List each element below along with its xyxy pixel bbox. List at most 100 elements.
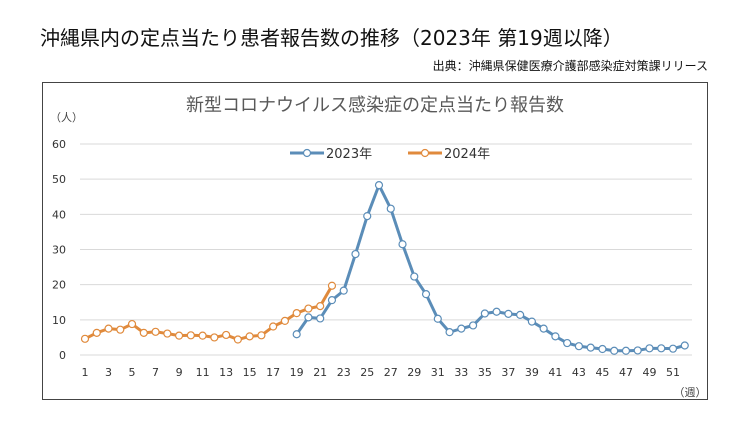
data-point xyxy=(657,344,666,353)
legend-marker xyxy=(420,148,430,158)
x-tick-label: 13 xyxy=(219,366,233,379)
data-point xyxy=(433,314,442,323)
x-tick-label: 31 xyxy=(431,366,445,379)
data-point xyxy=(304,313,313,322)
data-point xyxy=(316,302,325,311)
data-point xyxy=(104,324,113,333)
x-tick-label: 5 xyxy=(129,366,136,379)
data-point xyxy=(269,322,278,331)
data-point xyxy=(327,281,337,290)
series-line xyxy=(84,284,334,342)
x-tick-label: 11 xyxy=(196,366,210,379)
x-axis-label: （週） xyxy=(674,386,707,399)
data-point xyxy=(80,334,90,343)
x-tick-label: 3 xyxy=(105,366,112,379)
data-point xyxy=(598,344,607,354)
y-tick-label: 20 xyxy=(52,279,66,292)
data-point xyxy=(610,346,619,355)
data-point xyxy=(457,324,466,333)
x-tick-label: 17 xyxy=(266,366,280,379)
data-point xyxy=(445,328,454,337)
y-axis-label: （人） xyxy=(50,111,83,124)
legend-label: 2024年 xyxy=(444,147,490,162)
y-tick-label: 50 xyxy=(52,173,66,186)
x-tick-label: 9 xyxy=(176,366,183,379)
data-point xyxy=(210,333,219,342)
y-tick-label: 30 xyxy=(52,244,66,257)
data-point xyxy=(398,240,407,249)
data-point xyxy=(151,327,160,336)
data-point xyxy=(586,343,595,352)
data-point xyxy=(304,304,313,313)
chart-title: 新型コロナウイルス感染症の定点当たり報告数 xyxy=(186,95,564,116)
data-point xyxy=(621,346,631,355)
data-point xyxy=(633,346,642,355)
series-line xyxy=(295,183,686,353)
x-tick-label: 23 xyxy=(337,366,351,379)
y-tick-label: 60 xyxy=(52,138,66,151)
data-point xyxy=(551,332,560,341)
data-point xyxy=(421,290,431,299)
y-tick-label: 10 xyxy=(52,314,66,327)
x-tick-label: 7 xyxy=(152,366,159,379)
data-point xyxy=(92,328,101,337)
x-tick-label: 35 xyxy=(478,366,492,379)
source-note: 出典：沖縄県保健医療介護部感染症対策課リリース xyxy=(432,59,708,73)
data-point xyxy=(374,181,384,190)
data-point xyxy=(245,332,254,341)
x-tick-label: 49 xyxy=(642,366,656,379)
data-point xyxy=(363,211,372,221)
data-point xyxy=(139,328,148,337)
x-tick-label: 45 xyxy=(595,366,609,379)
y-tick-label: 40 xyxy=(52,208,66,221)
x-tick-label: 27 xyxy=(384,366,398,379)
x-tick-label: 19 xyxy=(290,366,304,379)
data-point xyxy=(222,330,231,340)
y-tick-label: 0 xyxy=(59,349,66,362)
chart-frame xyxy=(42,82,708,400)
x-tick-label: 15 xyxy=(243,366,257,379)
x-tick-label: 51 xyxy=(666,366,680,379)
data-point xyxy=(668,344,678,353)
data-point xyxy=(257,331,266,340)
data-point xyxy=(563,338,572,348)
data-point xyxy=(480,309,489,318)
data-point xyxy=(527,317,536,326)
data-point xyxy=(174,331,184,340)
data-point xyxy=(198,331,207,340)
data-point xyxy=(163,329,172,338)
legend-label: 2023年 xyxy=(326,147,372,162)
data-point xyxy=(574,342,584,351)
x-tick-label: 41 xyxy=(548,366,562,379)
data-point xyxy=(516,310,525,320)
x-tick-label: 33 xyxy=(454,366,468,379)
data-point xyxy=(339,286,348,295)
x-tick-label: 25 xyxy=(360,366,374,379)
data-point xyxy=(680,341,689,350)
x-tick-label: 43 xyxy=(572,366,586,379)
data-point xyxy=(233,335,242,344)
data-point xyxy=(292,309,301,318)
data-point xyxy=(186,331,195,340)
legend-marker xyxy=(302,148,312,158)
x-tick-label: 39 xyxy=(525,366,539,379)
data-point xyxy=(292,330,301,339)
data-point xyxy=(327,296,337,305)
x-tick-label: 37 xyxy=(501,366,515,379)
data-point xyxy=(645,344,654,353)
data-point xyxy=(504,309,513,318)
data-point xyxy=(468,321,478,330)
x-tick-label: 29 xyxy=(407,366,421,379)
data-point xyxy=(280,316,290,325)
data-point xyxy=(492,307,501,316)
page-title: 沖縄県内の定点当たり患者報告数の推移（2023年 第19週以降） xyxy=(40,26,623,50)
x-tick-label: 21 xyxy=(313,366,327,379)
data-point xyxy=(386,204,395,213)
data-point xyxy=(351,249,360,259)
x-tick-label: 1 xyxy=(82,366,89,379)
data-point xyxy=(116,325,125,334)
data-point xyxy=(316,314,325,323)
data-point xyxy=(127,319,137,329)
data-point xyxy=(539,324,548,333)
